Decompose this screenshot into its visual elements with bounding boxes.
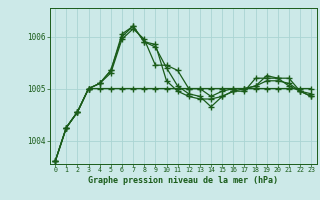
X-axis label: Graphe pression niveau de la mer (hPa): Graphe pression niveau de la mer (hPa) xyxy=(88,176,278,185)
